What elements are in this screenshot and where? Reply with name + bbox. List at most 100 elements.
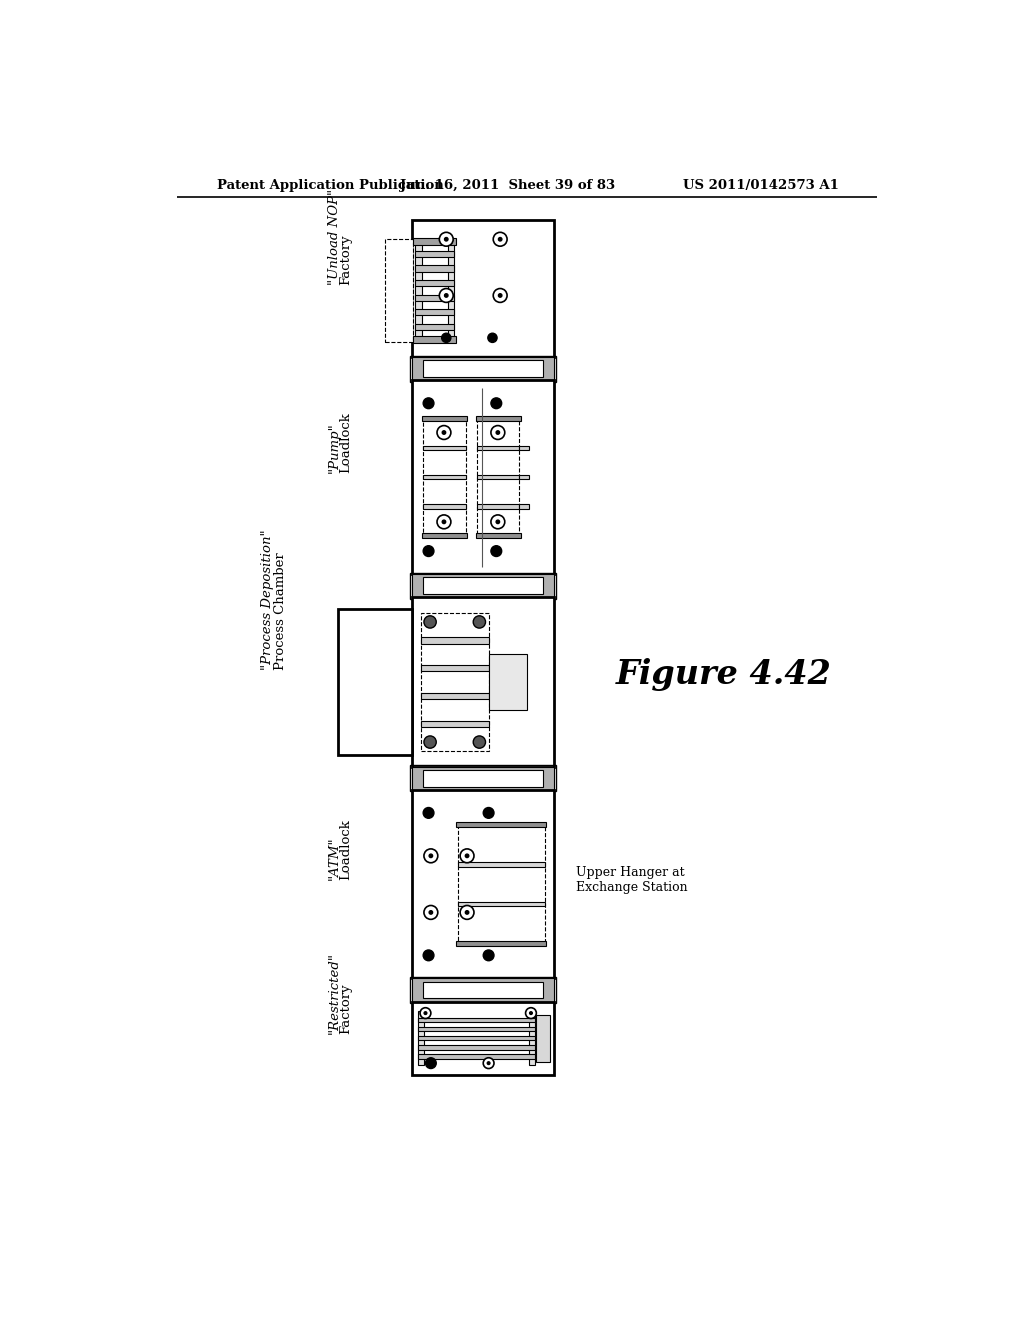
Bar (385, 239, 413, 342)
Bar (416, 251, 454, 257)
Bar (412, 358, 554, 380)
Bar (422, 533, 467, 539)
Circle shape (425, 1057, 436, 1069)
Circle shape (439, 232, 454, 247)
Circle shape (473, 737, 485, 748)
Bar (457, 822, 547, 826)
Bar (475, 533, 521, 539)
Circle shape (465, 911, 469, 915)
Circle shape (437, 425, 451, 440)
Bar (475, 416, 521, 421)
Bar (477, 475, 519, 479)
Bar (416, 309, 454, 315)
Circle shape (460, 849, 474, 863)
Circle shape (424, 737, 436, 748)
Bar (412, 220, 554, 358)
Bar (412, 767, 554, 789)
Bar (421, 665, 488, 671)
Bar (421, 721, 488, 726)
Circle shape (490, 545, 502, 557)
Bar (421, 638, 488, 644)
Bar (423, 770, 543, 787)
Circle shape (483, 950, 494, 961)
Circle shape (483, 1057, 494, 1069)
Bar (423, 360, 543, 378)
Circle shape (424, 906, 438, 919)
Bar (418, 1055, 535, 1059)
Bar (458, 862, 545, 866)
Bar (423, 982, 543, 998)
Circle shape (423, 808, 434, 818)
Bar (416, 280, 454, 286)
Bar (412, 1002, 554, 1074)
Circle shape (420, 1007, 431, 1019)
Bar (423, 475, 466, 479)
Bar (412, 789, 554, 978)
Circle shape (499, 294, 502, 297)
Bar (418, 1027, 535, 1031)
Bar (519, 446, 528, 450)
Circle shape (490, 425, 505, 440)
Bar (410, 573, 556, 599)
Text: Factory: Factory (340, 983, 352, 1035)
Text: "Process Deposition": "Process Deposition" (261, 529, 274, 671)
Text: "Unload NOP": "Unload NOP" (328, 189, 341, 285)
Text: Patent Application Publication: Patent Application Publication (217, 178, 443, 191)
Bar (519, 475, 528, 479)
Bar (413, 335, 457, 343)
Circle shape (423, 545, 434, 557)
Text: Process Chamber: Process Chamber (274, 553, 287, 671)
Circle shape (529, 1011, 532, 1015)
Bar (412, 380, 554, 574)
Circle shape (490, 515, 505, 529)
Circle shape (424, 849, 438, 863)
Text: "Restricted": "Restricted" (328, 952, 341, 1035)
Bar (418, 1036, 535, 1040)
Bar (519, 504, 528, 508)
Bar (412, 978, 554, 1002)
Text: Loadlock: Loadlock (340, 820, 352, 880)
Bar (410, 355, 556, 381)
Circle shape (499, 238, 502, 242)
Bar (447, 239, 454, 342)
Bar (339, 609, 412, 755)
Circle shape (439, 289, 454, 302)
Bar (413, 238, 457, 246)
Circle shape (473, 615, 485, 628)
Bar (412, 574, 554, 598)
Text: Jun. 16, 2011  Sheet 39 of 83: Jun. 16, 2011 Sheet 39 of 83 (400, 178, 615, 191)
Text: Exchange Station: Exchange Station (575, 882, 687, 895)
Bar (423, 577, 543, 594)
Bar (488, 655, 527, 710)
Bar (422, 416, 467, 421)
Circle shape (525, 1007, 537, 1019)
Bar (410, 977, 556, 1003)
Circle shape (442, 520, 445, 524)
Text: "ATM": "ATM" (328, 837, 341, 880)
Circle shape (496, 430, 500, 434)
Circle shape (424, 615, 436, 628)
Bar (421, 612, 488, 751)
Bar (418, 1018, 535, 1022)
Bar (423, 504, 466, 508)
Bar (412, 597, 554, 767)
Circle shape (423, 397, 434, 409)
Circle shape (444, 294, 447, 297)
Circle shape (494, 232, 507, 247)
Bar (421, 693, 488, 700)
Text: Figure 4.42: Figure 4.42 (615, 657, 831, 690)
Bar (477, 504, 519, 508)
Circle shape (423, 950, 434, 961)
Circle shape (424, 1011, 427, 1015)
Bar (477, 446, 519, 450)
Circle shape (494, 289, 507, 302)
Bar (528, 1011, 535, 1065)
Circle shape (487, 1061, 489, 1064)
Bar (416, 294, 454, 301)
Circle shape (444, 238, 447, 242)
Circle shape (496, 520, 500, 524)
Bar (457, 941, 547, 946)
Circle shape (429, 911, 432, 915)
Bar (416, 265, 454, 272)
Bar (423, 418, 466, 536)
